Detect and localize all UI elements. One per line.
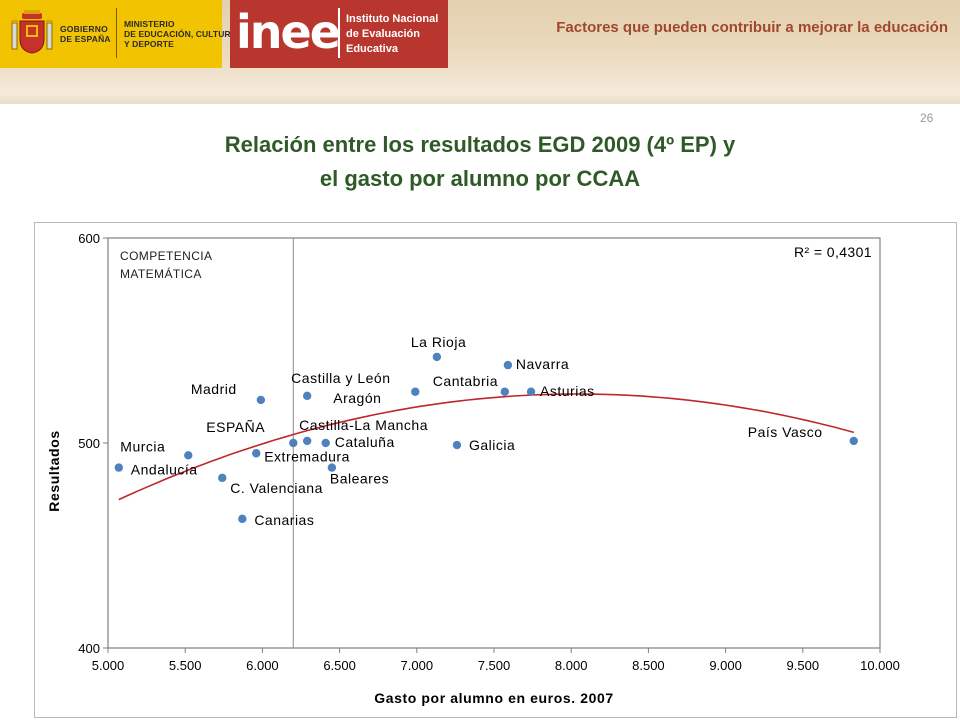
ministerio-label: MINISTERIO DE EDUCACIÓN, CULTURA Y DEPOR…	[124, 19, 237, 49]
data-label: Murcia	[120, 438, 165, 454]
data-point	[238, 514, 247, 524]
title-line-2: el gasto por alumno por CCAA	[319, 166, 641, 191]
x-axis-title: Gasto por alumno en euros. 2007	[374, 690, 614, 706]
data-point	[411, 387, 420, 396]
data-point	[252, 449, 261, 458]
data-point	[289, 438, 298, 448]
data-point	[452, 440, 462, 450]
inset-label-line-2: MATEMÁTICA	[120, 266, 202, 281]
data-point	[302, 436, 312, 446]
y-tick-label: 600	[78, 231, 100, 246]
data-label: Andalucía	[131, 462, 198, 478]
data-label: Canarias	[254, 512, 314, 528]
data-label: País Vasco	[748, 424, 823, 440]
banner-shade	[0, 92, 960, 104]
inset-label-line-1: COMPETENCIA	[120, 249, 212, 263]
y-tick-label: 400	[78, 641, 100, 656]
data-label: La Rioja	[411, 334, 466, 350]
x-tick-label: 7.500	[478, 658, 511, 673]
data-point	[432, 352, 442, 362]
data-point	[218, 473, 227, 483]
data-label: Castilla-La Mancha	[299, 417, 428, 433]
data-label: Aragón	[333, 390, 381, 406]
data-point	[114, 463, 124, 472]
x-tick-label: 8.500	[632, 658, 665, 673]
page-number: 26	[920, 111, 934, 125]
data-point	[321, 438, 330, 448]
data-point	[256, 395, 266, 405]
x-tick-label: 5.500	[169, 658, 202, 673]
data-label: Cataluña	[335, 434, 395, 450]
x-tick-label: 6.500	[323, 658, 356, 673]
header-banner: GOBIERNO DE ESPAÑA MINISTERIO DE EDUCACI…	[0, 0, 960, 104]
coat-of-arms-icon	[11, 10, 53, 54]
scatter-chart: 400 500 600 5.000 5.500 6.000 6.500 7.000 7.500 8…	[46, 231, 900, 706]
data-label: C. Valenciana	[230, 480, 323, 496]
x-tick-label: 10.000	[860, 658, 900, 673]
y-axis-title: Resultados	[46, 430, 62, 511]
inee-name: Instituto Nacional de Evaluación Educati…	[346, 13, 439, 55]
y-tick-label: 500	[78, 436, 100, 451]
data-point	[327, 463, 337, 472]
data-label: Navarra	[516, 356, 569, 372]
header-caption: Factores que pueden contribuir a mejorar…	[556, 19, 948, 36]
data-label: Galicia	[469, 437, 515, 453]
data-label: Madrid	[191, 381, 237, 397]
trendline	[118, 393, 855, 501]
inee-logo: inee Instituto Nacional de Evaluación Ed…	[230, 0, 448, 68]
gobierno-logo: GOBIERNO DE ESPAÑA MINISTERIO DE EDUCACI…	[0, 0, 237, 68]
chart-area: 400 500 600 5.000 5.500 6.000 6.500 7.000 7.500 8…	[34, 222, 957, 718]
x-tick-label: 9.500	[787, 658, 820, 673]
logo-divider	[116, 8, 117, 58]
x-tick-label: 7.000	[401, 658, 434, 673]
slide-title: Relación entre los resultados EGD 2009 (…	[0, 128, 960, 196]
r-squared-label: R² = 0,4301	[794, 244, 872, 260]
x-tick-label: 5.000	[92, 658, 125, 673]
data-label: Castilla y León	[291, 370, 390, 386]
inee-divider	[338, 8, 340, 58]
data-label: ESPAÑA	[206, 419, 265, 435]
data-label: Baleares	[330, 471, 389, 487]
plot-frame	[107, 237, 881, 649]
title-line-1: Relación entre los resultados EGD 2009 (…	[224, 132, 736, 157]
data-point	[849, 436, 858, 446]
data-point	[500, 387, 510, 396]
data-point	[302, 391, 312, 401]
x-tick-label: 9.000	[709, 658, 742, 673]
x-tick-label: 6.000	[246, 658, 279, 673]
data-label: Cantabria	[433, 373, 498, 389]
data-point	[184, 451, 193, 460]
x-tick-label: 8.000	[555, 658, 588, 673]
data-label: Asturias	[540, 383, 595, 399]
gobierno-label: GOBIERNO DE ESPAÑA	[60, 24, 111, 44]
inee-wordmark: inee	[236, 5, 341, 59]
data-point	[526, 387, 536, 396]
data-point	[503, 360, 513, 370]
data-label: Extremadura	[264, 448, 350, 464]
